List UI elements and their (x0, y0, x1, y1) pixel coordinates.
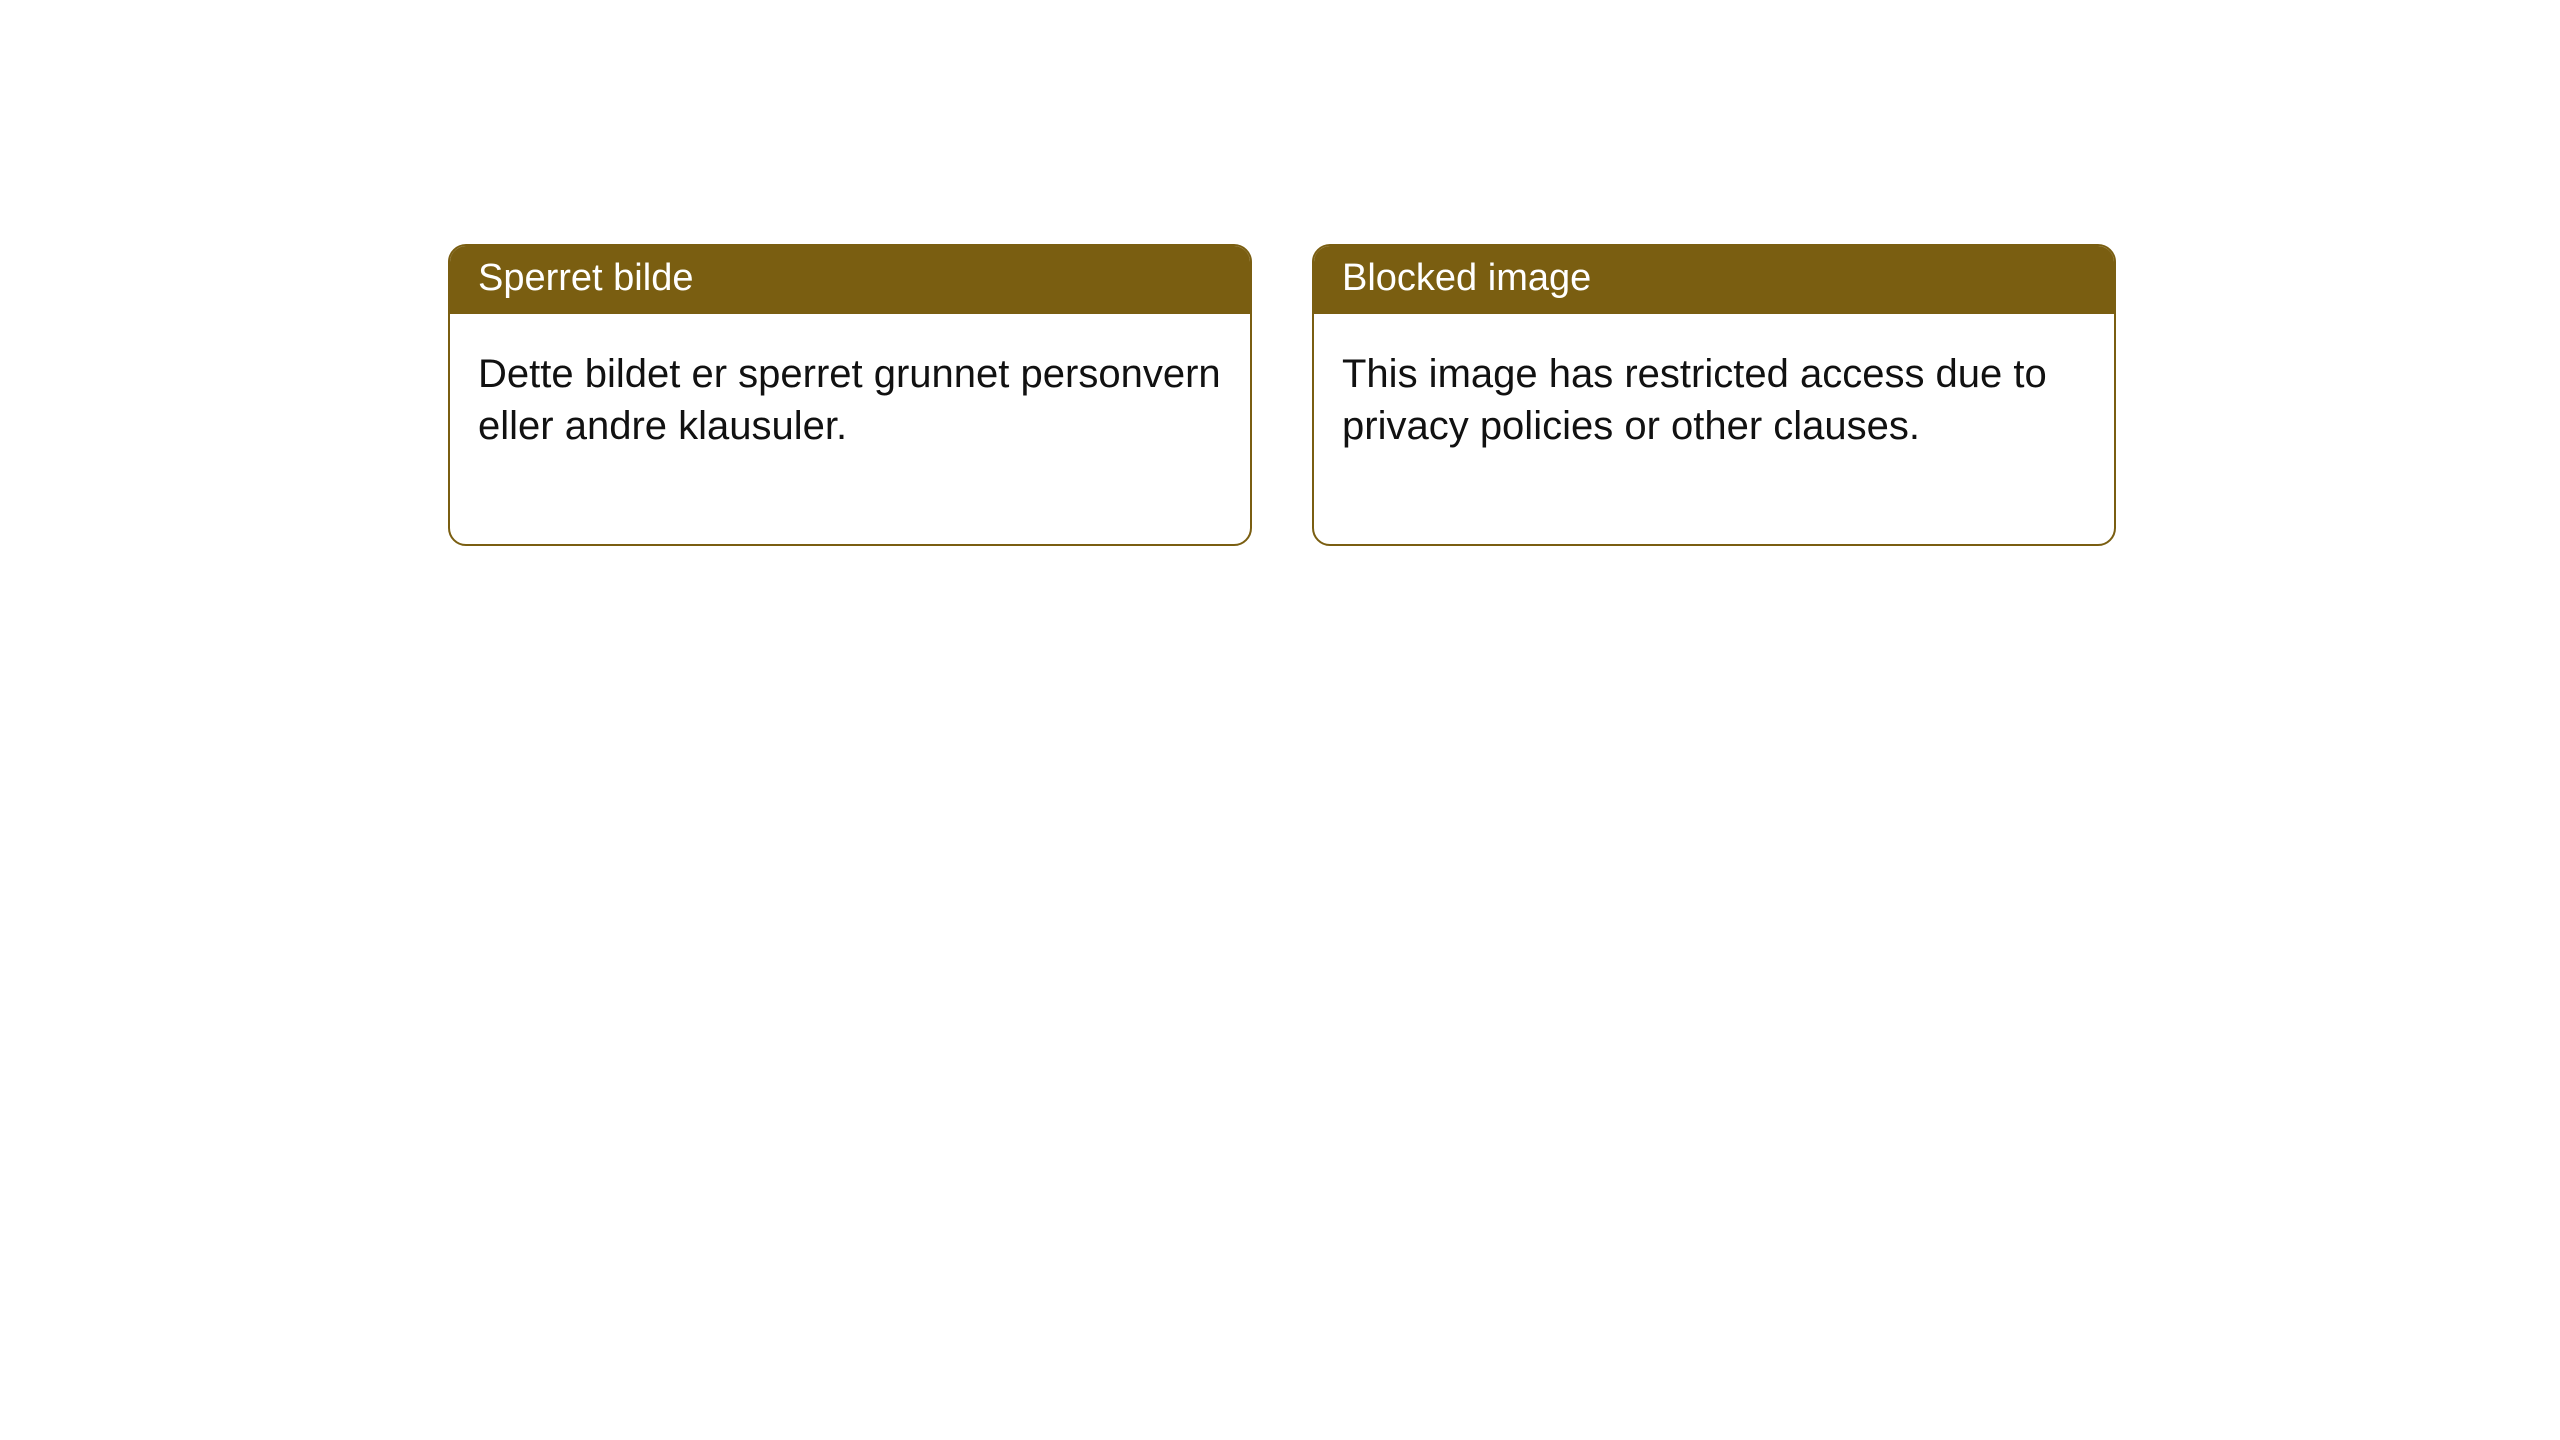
notice-card-english: Blocked image This image has restricted … (1312, 244, 2116, 546)
notice-body-english: This image has restricted access due to … (1314, 314, 2114, 544)
notice-title-norwegian: Sperret bilde (450, 246, 1250, 314)
notice-title-english: Blocked image (1314, 246, 2114, 314)
notice-body-norwegian: Dette bildet er sperret grunnet personve… (450, 314, 1250, 544)
notice-container: Sperret bilde Dette bildet er sperret gr… (0, 0, 2560, 546)
notice-card-norwegian: Sperret bilde Dette bildet er sperret gr… (448, 244, 1252, 546)
